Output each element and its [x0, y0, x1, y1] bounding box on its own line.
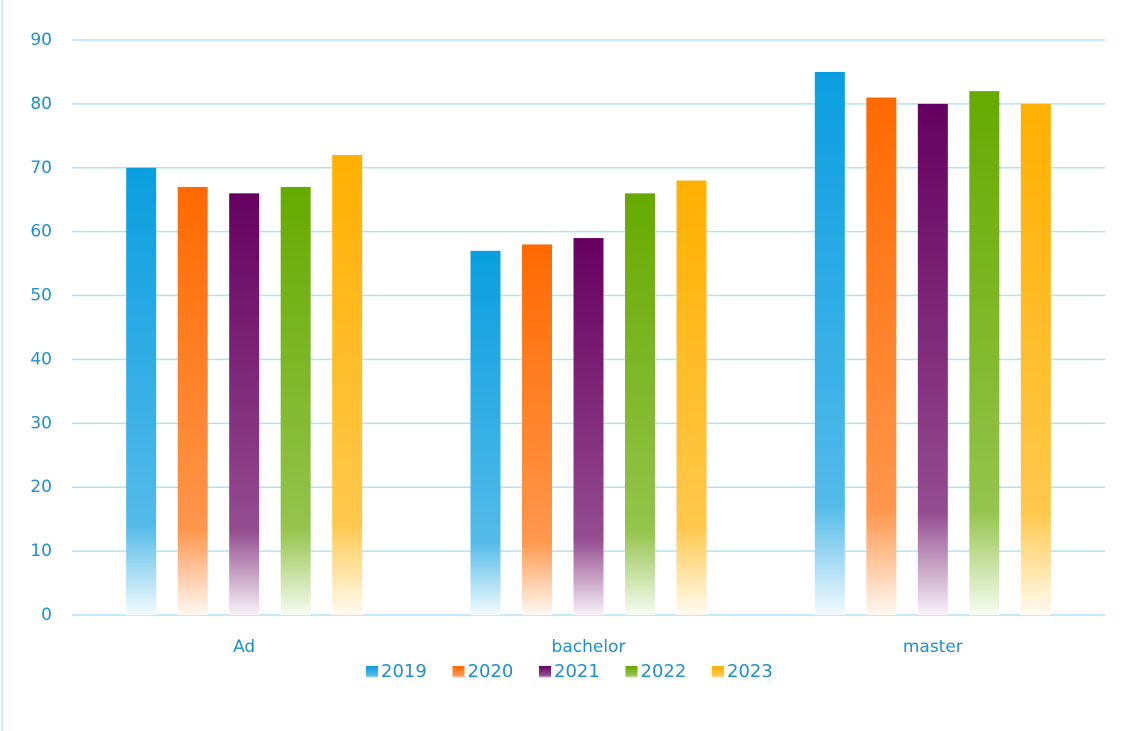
legend-swatch	[625, 666, 638, 678]
legend-label: 2021	[554, 661, 600, 682]
x-tick-label: bachelor	[552, 637, 626, 657]
bar	[280, 186, 311, 615]
bar	[814, 71, 845, 615]
bar	[676, 180, 707, 616]
legend-swatch	[712, 666, 724, 678]
bar	[573, 238, 604, 616]
bar	[332, 155, 363, 615]
bar	[625, 193, 655, 616]
bar	[522, 244, 552, 615]
bar	[126, 167, 157, 615]
bar	[917, 103, 948, 615]
y-tick-label: 20	[30, 477, 52, 497]
y-tick-label: 60	[30, 222, 52, 242]
legend-swatch	[452, 666, 465, 678]
legend-label: 2019	[381, 661, 427, 682]
bar	[1020, 103, 1051, 615]
y-tick-label: 0	[41, 605, 52, 625]
y-tick-label: 90	[30, 30, 52, 50]
y-tick-label: 40	[30, 349, 52, 369]
y-tick-label: 10	[30, 541, 52, 561]
y-tick-label: 30	[30, 413, 52, 433]
y-tick-label: 80	[30, 94, 52, 114]
legend-label: 2022	[641, 661, 687, 682]
bar	[866, 97, 897, 615]
legend-swatch	[366, 666, 378, 678]
bar	[470, 250, 501, 616]
bar	[969, 91, 1000, 616]
legend-swatch	[539, 666, 551, 678]
bar	[177, 186, 208, 615]
bar	[229, 193, 260, 616]
y-tick-label: 50	[30, 286, 52, 306]
y-tick-label: 70	[30, 158, 52, 178]
x-tick-label: master	[903, 637, 963, 657]
legend-label: 2020	[468, 661, 514, 682]
x-tick-label: Ad	[233, 637, 255, 657]
legend-label: 2023	[727, 661, 773, 682]
